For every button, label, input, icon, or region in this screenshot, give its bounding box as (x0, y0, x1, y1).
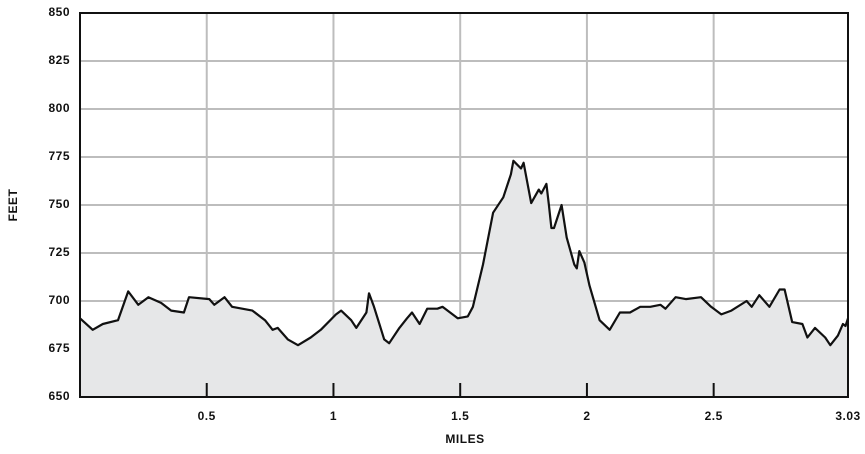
x-tick-label: 1 (330, 409, 337, 423)
y-tick-label: 750 (48, 197, 70, 211)
x-tick-label: 3.03 (835, 409, 860, 423)
x-tick-label: 0.5 (198, 409, 216, 423)
x-axis-label: MILES (445, 432, 484, 446)
y-axis-label: FEET (6, 188, 20, 221)
y-tick-label: 825 (48, 53, 70, 67)
y-tick-label: 850 (48, 5, 70, 19)
y-tick-label: 675 (48, 341, 70, 355)
y-tick-label: 700 (48, 293, 70, 307)
y-tick-label: 650 (48, 389, 70, 403)
y-tick-label: 725 (48, 245, 70, 259)
area-fill (80, 160, 848, 397)
y-tick-label: 775 (48, 149, 70, 163)
x-tick-label: 1.5 (451, 409, 469, 423)
x-tick-label: 2.5 (705, 409, 723, 423)
x-tick-label: 2 (583, 409, 590, 423)
y-tick-label: 800 (48, 101, 70, 115)
plot-border (79, 12, 849, 398)
elevation-line (79, 159, 850, 347)
